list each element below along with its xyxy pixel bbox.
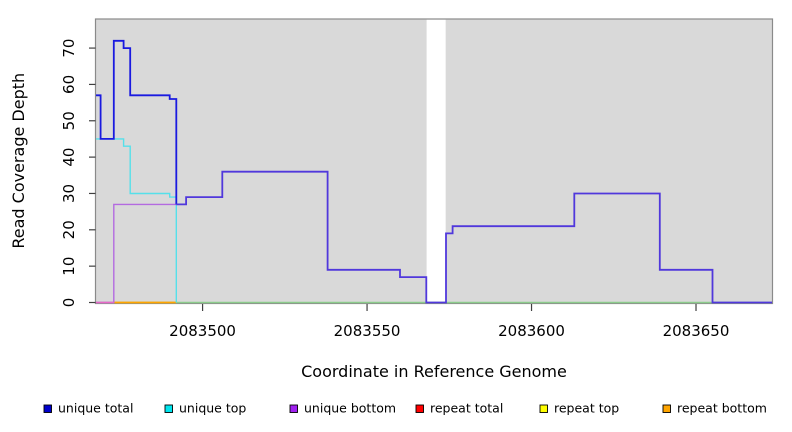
legend-swatch-repeat-bottom <box>662 404 671 413</box>
y-tick-label: 30 <box>60 184 78 203</box>
plot-border <box>94 18 774 305</box>
legend-swatch-unique-top <box>164 404 173 413</box>
legend-swatch-unique-bottom <box>289 404 298 413</box>
y-tick-label: 40 <box>60 148 78 167</box>
legend-label-repeat-bottom: repeat bottom <box>677 401 767 416</box>
legend-label-unique-top: unique top <box>179 401 246 416</box>
no-data-gap <box>426 19 446 303</box>
x-axis-label: Coordinate in Reference Genome <box>301 362 567 381</box>
legend-swatch-repeat-top <box>539 404 548 413</box>
x-tick-label: 2083650 <box>663 322 730 340</box>
series-line-unique-total <box>176 170 772 304</box>
series-line-unique-top <box>96 138 177 303</box>
legend-label-repeat-total: repeat total <box>430 401 503 416</box>
legend-label-unique-bottom: unique bottom <box>304 401 396 416</box>
y-tick-label: 10 <box>60 257 78 276</box>
x-tick-label: 2083550 <box>334 322 401 340</box>
y-tick-label: 0 <box>60 298 78 308</box>
y-tick-label: 50 <box>60 111 78 130</box>
series-line-unique-total <box>96 39 178 205</box>
legend-swatch-unique-total <box>43 404 52 413</box>
legend-label-unique-total: unique total <box>58 401 133 416</box>
y-axis-label: Read Coverage Depth <box>9 73 28 249</box>
y-tick-label: 70 <box>60 39 78 58</box>
y-tick-label: 20 <box>60 220 78 239</box>
legend-swatch-repeat-total <box>415 404 424 413</box>
x-tick-label: 2083500 <box>169 322 236 340</box>
x-tick-label: 2083600 <box>498 322 565 340</box>
y-tick-label: 60 <box>60 75 78 94</box>
legend-label-repeat-top: repeat top <box>554 401 619 416</box>
